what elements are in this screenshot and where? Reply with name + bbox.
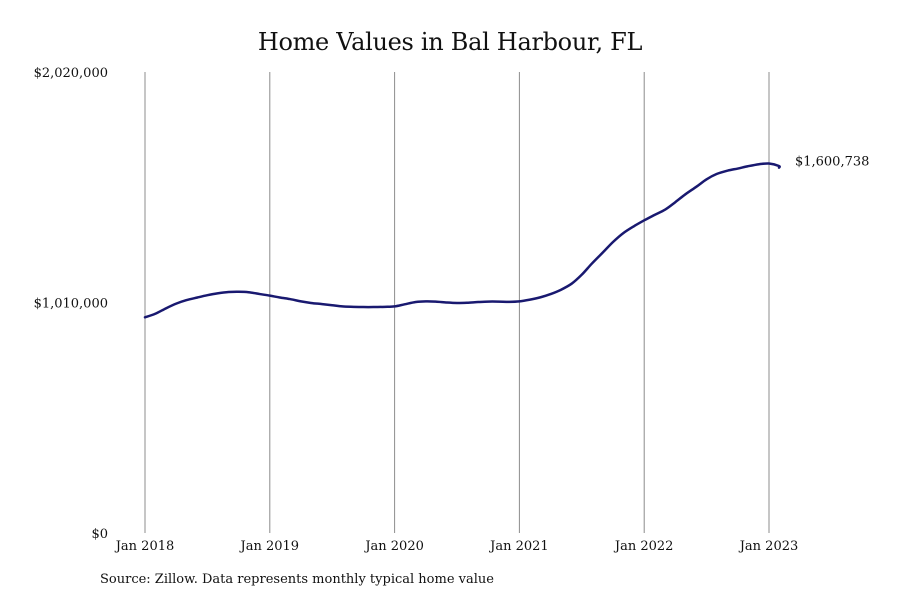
y-tick-label: $2,020,000	[34, 66, 108, 81]
y-tick-label: $0	[91, 527, 108, 542]
annotation-layer: $1,600,738	[795, 155, 869, 170]
x-tick-label: Jan 2023	[738, 539, 799, 554]
end-value-label: $1,600,738	[795, 155, 869, 170]
chart-title: Home Values in Bal Harbour, FL	[257, 28, 643, 56]
x-axis-ticks: Jan 2018 Jan 2019 Jan 2020 Jan 2021 Jan 2022…	[114, 539, 799, 554]
x-tick-label: Jan 2022	[613, 539, 674, 554]
x-tick-label: Jan 2020	[363, 539, 424, 554]
y-tick-label: $1,010,000	[34, 297, 108, 312]
x-tick-label: Jan 2021	[488, 539, 549, 554]
x-tick-label: Jan 2018	[114, 539, 175, 554]
series-line	[143, 162, 781, 319]
series-layer	[143, 162, 781, 319]
y-axis-ticks: $0 $1,010,000 $2,020,000	[34, 66, 108, 542]
x-tick-label: Jan 2019	[239, 539, 300, 554]
source-note: Source: Zillow. Data represents monthly …	[100, 572, 494, 587]
